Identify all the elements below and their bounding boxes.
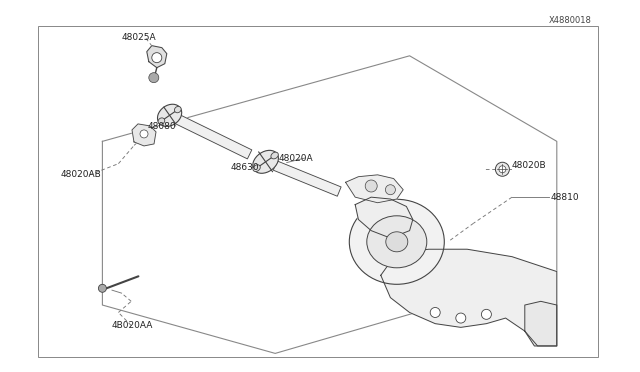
Polygon shape bbox=[355, 197, 413, 238]
Ellipse shape bbox=[157, 104, 182, 126]
Text: X4880018: X4880018 bbox=[549, 16, 592, 25]
Text: 48020AB: 48020AB bbox=[61, 170, 102, 179]
Ellipse shape bbox=[271, 152, 278, 159]
Ellipse shape bbox=[349, 199, 444, 284]
Circle shape bbox=[152, 53, 162, 62]
Polygon shape bbox=[132, 124, 156, 146]
Ellipse shape bbox=[367, 216, 427, 268]
Ellipse shape bbox=[253, 165, 260, 171]
Polygon shape bbox=[168, 111, 252, 159]
Polygon shape bbox=[346, 175, 403, 203]
Text: 48810: 48810 bbox=[550, 193, 579, 202]
Circle shape bbox=[99, 284, 106, 292]
Circle shape bbox=[499, 166, 506, 173]
Polygon shape bbox=[147, 46, 167, 68]
Polygon shape bbox=[525, 301, 557, 346]
Text: 48025A: 48025A bbox=[122, 33, 156, 42]
Text: 48020A: 48020A bbox=[278, 154, 313, 163]
Circle shape bbox=[385, 185, 396, 195]
Text: 4B020AA: 4B020AA bbox=[112, 321, 154, 330]
Polygon shape bbox=[273, 161, 341, 196]
Polygon shape bbox=[381, 249, 557, 346]
Ellipse shape bbox=[158, 118, 164, 124]
Circle shape bbox=[140, 130, 148, 138]
Ellipse shape bbox=[175, 106, 181, 113]
Text: 48080: 48080 bbox=[147, 122, 176, 131]
Circle shape bbox=[495, 162, 509, 176]
Circle shape bbox=[149, 73, 159, 83]
Ellipse shape bbox=[386, 232, 408, 252]
Circle shape bbox=[481, 310, 492, 319]
Circle shape bbox=[365, 180, 377, 192]
Circle shape bbox=[430, 308, 440, 317]
Ellipse shape bbox=[253, 150, 278, 173]
Text: 48630: 48630 bbox=[230, 163, 259, 172]
Text: 48020B: 48020B bbox=[512, 161, 547, 170]
Circle shape bbox=[456, 313, 466, 323]
Bar bbox=[38, 26, 598, 357]
